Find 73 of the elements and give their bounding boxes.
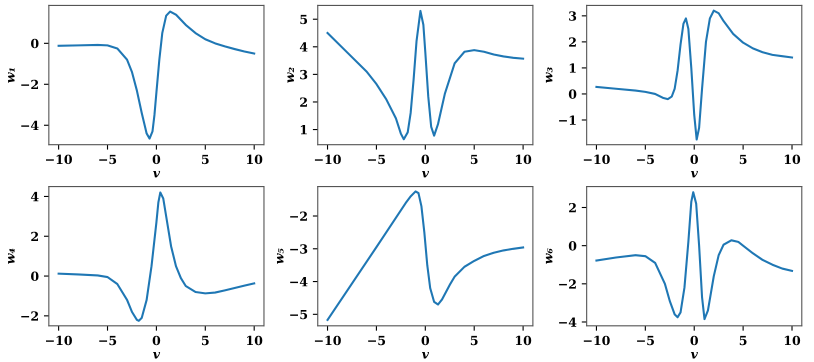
x-axis-title: v <box>153 352 160 359</box>
y-tick-label: 5 <box>300 14 308 24</box>
y-tick-label: −5 <box>290 310 308 320</box>
x-tick-label: 0 <box>690 154 698 164</box>
x-tick-label: 10 <box>516 154 532 164</box>
x-tick-label: 10 <box>516 336 532 346</box>
y-axis-title: w₁ <box>8 68 15 83</box>
x-tick-label: 5 <box>740 336 747 346</box>
y-tick-label: −4 <box>559 317 576 327</box>
x-tick-label: −10 <box>46 336 72 346</box>
y-tick-label: 2 <box>300 97 307 107</box>
x-tick-label: −10 <box>314 336 341 346</box>
x-tick-label: 5 <box>202 154 209 164</box>
y-tick-label: 2 <box>31 232 38 242</box>
line-series <box>326 10 524 140</box>
y-tick-label: 2 <box>569 202 576 212</box>
y-tick-label: 3 <box>300 70 308 80</box>
x-tick-label: 0 <box>152 154 160 164</box>
y-tick-label: 4 <box>300 42 308 52</box>
x-tick-label: 10 <box>247 154 262 164</box>
x-axis-title: v <box>153 170 160 178</box>
x-tick-label: −5 <box>637 154 654 164</box>
y-tick-label: 3 <box>569 11 576 21</box>
x-tick-label: 0 <box>422 336 430 346</box>
x-tick-label: 5 <box>470 336 478 346</box>
x-tick-label: 5 <box>202 336 209 346</box>
y-tick-label: −2 <box>21 311 38 321</box>
x-tick-label: 0 <box>690 336 698 346</box>
x-tick-label: −5 <box>637 336 654 346</box>
y-tick-label: −4 <box>290 277 308 286</box>
line-series <box>326 190 524 321</box>
x-tick-label: −10 <box>314 154 341 164</box>
x-tick-label: −5 <box>368 154 386 164</box>
x-tick-label: −5 <box>99 336 116 346</box>
y-tick-label: −2 <box>21 80 38 90</box>
x-tick-label: 10 <box>247 336 262 346</box>
x-tick-label: 0 <box>422 154 430 164</box>
line-series <box>595 10 794 141</box>
x-axis-title: v <box>422 170 430 178</box>
y-axis-title: w₆ <box>546 248 552 264</box>
y-tick-label: −4 <box>21 120 39 130</box>
x-tick-label: −5 <box>99 154 116 164</box>
y-tick-label: 0 <box>31 272 39 281</box>
y-tick-label: −1 <box>559 115 576 125</box>
x-tick-label: 10 <box>784 154 800 164</box>
x-tick-label: 0 <box>152 336 160 346</box>
x-tick-label: −10 <box>584 154 610 164</box>
line-series <box>58 191 256 322</box>
y-tick-label: 0 <box>568 89 576 99</box>
x-tick-label: −10 <box>46 154 72 164</box>
y-tick-label: −3 <box>290 244 308 254</box>
y-axis-title: w₄ <box>8 248 15 264</box>
line-series <box>58 10 256 140</box>
y-axis-title: w₅ <box>276 248 284 264</box>
y-tick-label: 1 <box>570 63 576 73</box>
x-axis-title: v <box>422 352 430 359</box>
x-axis-title: v <box>690 352 698 359</box>
x-tick-label: −10 <box>584 336 610 346</box>
y-axis-title: w₃ <box>546 67 552 83</box>
x-axis-title: v <box>690 170 698 178</box>
y-tick-label: 4 <box>30 192 39 202</box>
y-tick-label: −2 <box>290 211 307 221</box>
y-tick-label: 1 <box>300 125 307 134</box>
y-axis-title: w₂ <box>287 67 294 83</box>
y-tick-label: 0 <box>568 241 576 251</box>
y-tick-label: −2 <box>559 279 576 289</box>
line-series <box>595 191 794 320</box>
y-tick-label: 2 <box>569 37 576 47</box>
x-tick-label: 10 <box>784 336 800 346</box>
x-tick-label: 5 <box>740 154 747 164</box>
x-tick-label: −5 <box>368 336 386 346</box>
y-tick-label: 0 <box>31 38 39 48</box>
x-tick-label: 5 <box>470 154 478 164</box>
